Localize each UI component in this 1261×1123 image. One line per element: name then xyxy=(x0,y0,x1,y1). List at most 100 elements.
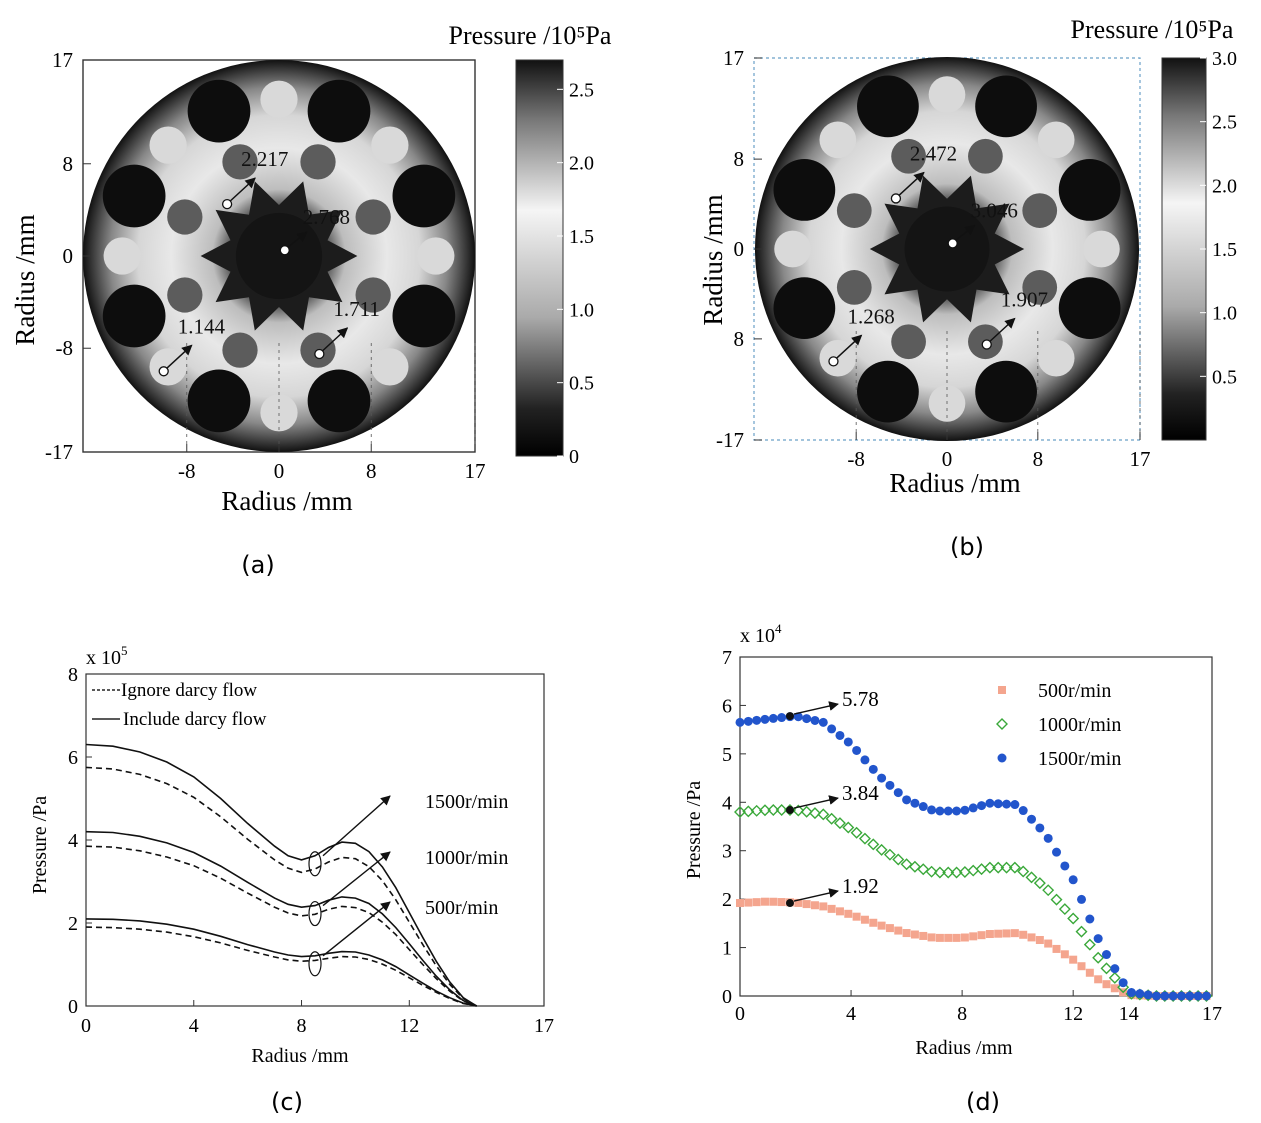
data-point xyxy=(1042,884,1055,897)
light-cap xyxy=(260,394,298,432)
colorbar-tick-label: 0 xyxy=(569,446,579,468)
annotation-arrow xyxy=(793,795,839,809)
data-point xyxy=(968,803,978,813)
data-point xyxy=(1083,938,1096,951)
data-point xyxy=(1058,903,1071,916)
data-point xyxy=(960,805,970,815)
data-point xyxy=(777,898,786,907)
annotation-label: 1.92 xyxy=(842,874,879,898)
panel-a: -8 0 8 17 17 8 0 -8 -17 2.217 2.768 1.144 1.711 Ra… xyxy=(10,21,612,579)
legend-label: Ignore darcy flow xyxy=(121,680,257,701)
data-point xyxy=(1008,861,1021,874)
data-point xyxy=(793,712,803,722)
dark-pad xyxy=(102,284,166,348)
dark-pad xyxy=(857,360,919,423)
x-tick-label: 12 xyxy=(1063,1003,1083,1025)
data-point xyxy=(935,806,945,816)
y-tick-label: 17 xyxy=(52,48,73,72)
series-line xyxy=(85,845,477,1007)
dark-pad xyxy=(307,79,371,143)
annotation-label: 1.268 xyxy=(847,304,894,328)
x-axis-label: Radius /mm xyxy=(251,1045,349,1067)
dark-pad xyxy=(307,369,371,433)
mid-spot xyxy=(891,138,926,174)
data-point xyxy=(908,860,921,873)
data-point xyxy=(869,918,878,927)
data-point xyxy=(1093,934,1103,944)
y-axis-label: Pressure /Pa xyxy=(683,781,705,879)
data-point xyxy=(1060,950,1069,959)
annotation-point xyxy=(279,245,290,256)
y-tick-label: 0 xyxy=(734,237,745,261)
mid-spot xyxy=(891,324,926,360)
data-point xyxy=(1118,978,1128,988)
data-point xyxy=(1143,990,1153,1000)
data-point xyxy=(1018,806,1028,816)
data-point xyxy=(975,863,988,876)
plot-frame xyxy=(739,656,1213,997)
data-point xyxy=(1092,951,1105,964)
data-point xyxy=(902,929,911,938)
y-tick-label: 8 xyxy=(734,147,745,171)
annotation-arrow xyxy=(793,701,839,715)
data-point xyxy=(1033,877,1046,890)
y-tick-label: 4 xyxy=(68,830,78,852)
data-point xyxy=(802,900,811,909)
data-point xyxy=(775,804,788,817)
data-point xyxy=(919,931,928,940)
annotation-arrow xyxy=(321,327,349,352)
dark-pad xyxy=(857,75,919,138)
data-point xyxy=(827,904,836,913)
data-point xyxy=(810,715,820,725)
dark-pad xyxy=(773,277,836,339)
annotation-label: 3.84 xyxy=(842,781,879,805)
panel-b: -8 0 8 17 17 8 0 8 -17 2.472 3.046 1.268 1.907 Rad… xyxy=(698,15,1237,561)
x-tick-label: 8 xyxy=(366,459,377,483)
annotation-point xyxy=(785,899,794,908)
mid-spot xyxy=(167,199,203,235)
data-point xyxy=(1010,800,1020,810)
data-point xyxy=(842,821,855,834)
x-axis-label: Radius /mm xyxy=(889,468,1020,498)
data-point xyxy=(827,724,837,734)
data-point xyxy=(1077,894,1087,904)
data-point xyxy=(943,806,953,816)
annotation-arrow xyxy=(287,231,308,248)
dark-pad xyxy=(975,75,1037,138)
dark-pad xyxy=(392,164,456,228)
y-tick-label: 1 xyxy=(722,938,732,960)
data-point xyxy=(1035,936,1044,945)
x-tick-label: 8 xyxy=(957,1003,967,1025)
data-point xyxy=(1094,975,1103,984)
data-point xyxy=(758,804,771,817)
annotation-point xyxy=(785,712,794,721)
y-tick-label: 0 xyxy=(68,996,78,1018)
y-tick-label: 8 xyxy=(63,152,74,176)
data-point xyxy=(1050,893,1063,906)
data-point xyxy=(892,853,905,866)
panel-label-c: (c) xyxy=(271,1088,303,1116)
light-cap xyxy=(417,237,455,275)
data-point xyxy=(835,907,844,916)
annotation-arrow xyxy=(835,334,863,359)
light-cap xyxy=(1037,121,1075,159)
legend-marker xyxy=(997,753,1007,763)
y-tick-label: 6 xyxy=(68,747,78,769)
annotation-arrow xyxy=(322,851,391,907)
data-point xyxy=(860,915,869,924)
y-tick-label: 8 xyxy=(68,664,78,686)
data-point xyxy=(1201,991,1211,1001)
series-line xyxy=(85,766,477,1007)
data-point xyxy=(1110,984,1119,993)
colorbar-tick-label: 0.5 xyxy=(569,373,594,395)
data-point xyxy=(985,798,995,808)
data-point xyxy=(877,921,886,930)
annotation-arrow xyxy=(793,888,839,902)
data-point xyxy=(858,832,871,845)
x-tick-label: 17 xyxy=(534,1015,554,1037)
data-point xyxy=(925,865,938,878)
data-point xyxy=(1100,962,1113,975)
legend-marker xyxy=(996,718,1008,730)
y-tick-label: 17 xyxy=(723,46,744,70)
data-point xyxy=(752,898,761,907)
